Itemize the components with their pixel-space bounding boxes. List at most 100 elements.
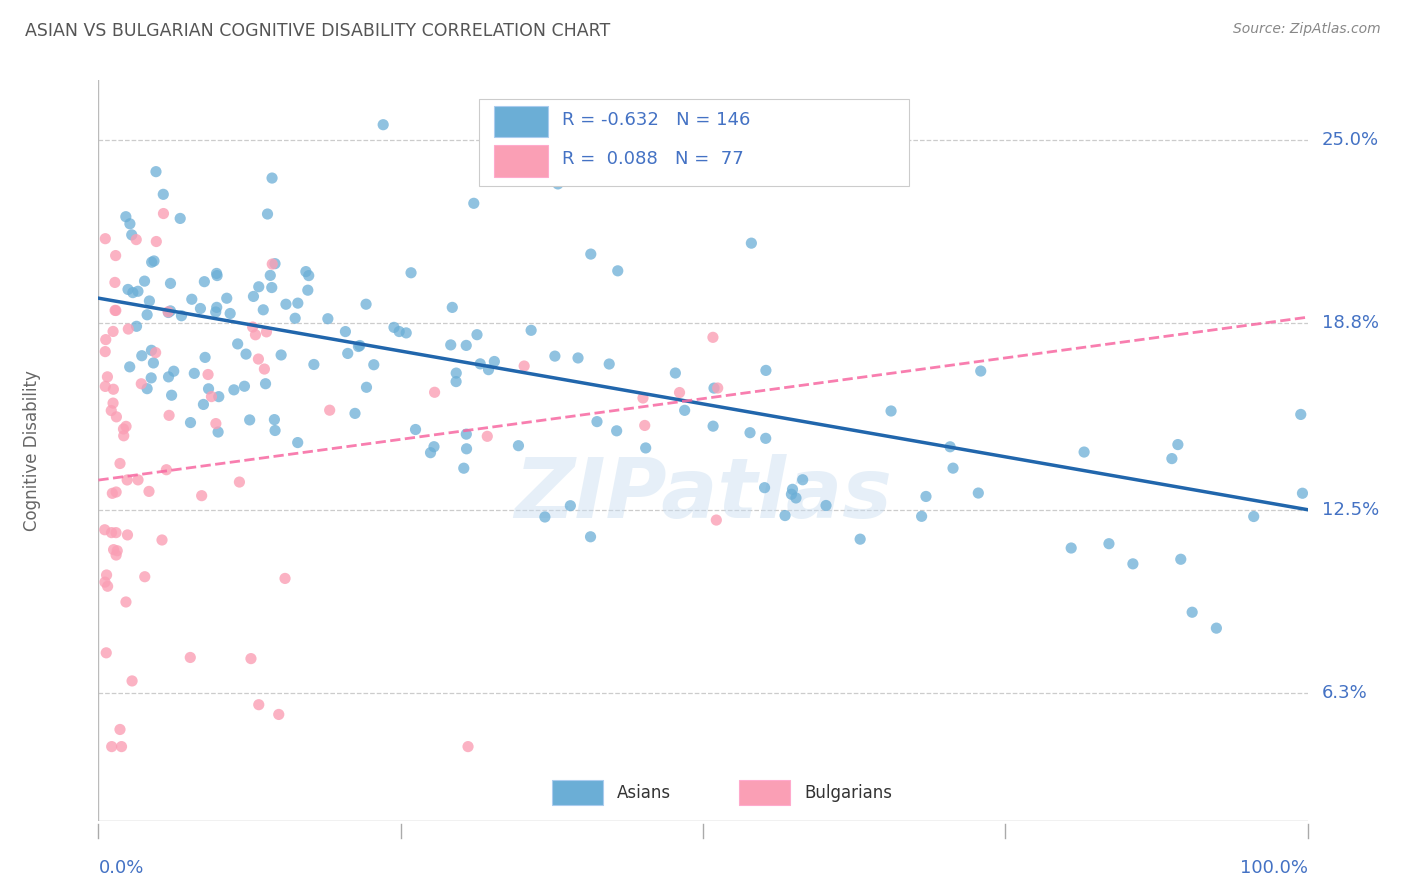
Point — [284, 311, 307, 326]
Point — [239, 651, 262, 665]
Point — [579, 530, 602, 544]
Point — [440, 338, 463, 352]
Point — [247, 279, 270, 293]
Point — [228, 475, 250, 489]
Text: Asians: Asians — [617, 783, 671, 802]
Point — [263, 412, 285, 426]
Point — [138, 293, 160, 308]
Point — [226, 337, 249, 351]
Point — [363, 358, 385, 372]
Point — [219, 306, 242, 320]
Point — [1289, 408, 1312, 422]
Point — [200, 390, 222, 404]
Point — [702, 419, 724, 434]
Point — [252, 302, 274, 317]
Point — [444, 366, 467, 380]
Point — [354, 297, 377, 311]
Point — [104, 276, 127, 290]
Point — [157, 305, 180, 319]
Point — [256, 207, 278, 221]
Point — [215, 291, 238, 305]
Point — [755, 363, 778, 377]
Point — [465, 327, 488, 342]
Point — [205, 417, 228, 431]
Point — [457, 739, 479, 754]
Point — [242, 289, 264, 303]
Point — [513, 359, 536, 373]
Point — [634, 418, 657, 433]
Point — [274, 297, 297, 311]
Point — [110, 739, 132, 754]
Point — [1160, 451, 1182, 466]
Point — [444, 375, 467, 389]
Point — [127, 285, 149, 299]
Text: 100.0%: 100.0% — [1240, 859, 1308, 877]
Point — [152, 187, 174, 202]
Point — [245, 327, 267, 342]
Point — [356, 380, 378, 394]
Point — [193, 397, 215, 411]
Point — [664, 366, 686, 380]
Point — [262, 257, 284, 271]
Point — [782, 483, 804, 497]
Point — [1170, 552, 1192, 566]
Point — [180, 292, 202, 306]
Point — [295, 264, 318, 278]
Point — [668, 385, 690, 400]
Point — [939, 440, 962, 454]
Point — [190, 301, 212, 316]
Point — [197, 382, 219, 396]
Point — [112, 429, 135, 443]
Point — [477, 429, 499, 443]
Point — [100, 403, 122, 417]
Point — [104, 303, 127, 318]
Point — [121, 227, 143, 242]
Point — [395, 326, 418, 340]
Point — [463, 196, 485, 211]
Point — [388, 325, 411, 339]
Point — [754, 481, 776, 495]
Point — [405, 423, 427, 437]
Point — [105, 409, 128, 424]
Point — [193, 275, 215, 289]
Point — [318, 403, 340, 417]
Point — [423, 440, 446, 454]
Point — [96, 646, 118, 660]
Point — [316, 311, 339, 326]
FancyBboxPatch shape — [479, 99, 908, 186]
Point — [456, 442, 478, 456]
Point — [335, 325, 357, 339]
Point — [115, 419, 138, 434]
Point — [773, 508, 796, 523]
Point — [520, 323, 543, 337]
Point — [233, 379, 256, 393]
Point — [287, 435, 309, 450]
Point — [94, 344, 117, 359]
Text: 6.3%: 6.3% — [1322, 684, 1368, 702]
Point — [94, 379, 117, 393]
Text: 12.5%: 12.5% — [1322, 500, 1379, 518]
Point — [247, 352, 270, 367]
Point — [100, 525, 122, 540]
Point — [100, 739, 122, 754]
Point — [145, 345, 167, 359]
Point — [792, 473, 814, 487]
Point — [567, 351, 589, 365]
Point — [179, 650, 201, 665]
Point — [1181, 605, 1204, 619]
Point — [484, 354, 506, 368]
Text: Cognitive Disability: Cognitive Disability — [22, 370, 41, 531]
Point — [970, 364, 993, 378]
Point — [117, 528, 139, 542]
Point — [1073, 445, 1095, 459]
Point — [508, 439, 530, 453]
Point — [270, 348, 292, 362]
Point — [254, 376, 277, 391]
Point — [127, 473, 149, 487]
Point — [141, 371, 163, 385]
Point — [179, 416, 201, 430]
Point — [121, 285, 143, 300]
Point — [302, 358, 325, 372]
Point — [125, 319, 148, 334]
Point — [121, 673, 143, 688]
